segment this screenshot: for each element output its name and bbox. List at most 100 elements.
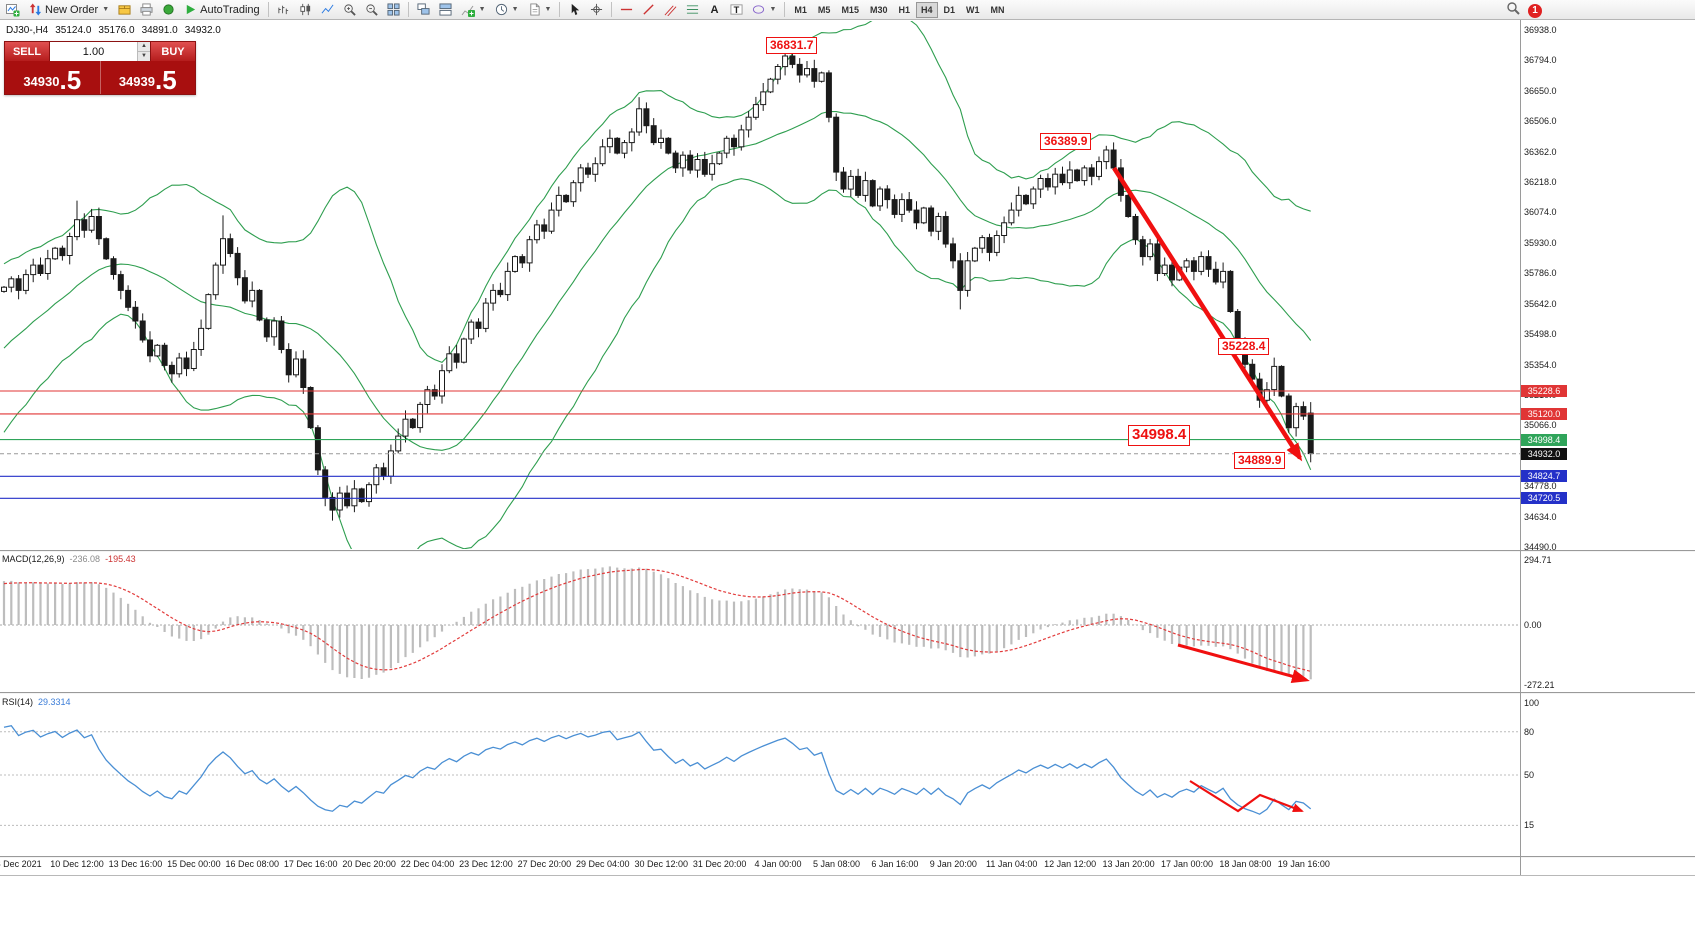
line-chart-button[interactable] [317, 1, 338, 19]
cursor-icon [568, 3, 581, 16]
shapes-tool-button[interactable]: ▼ [748, 1, 780, 19]
timeframe-button-MN[interactable]: MN [990, 4, 1005, 15]
candle-body [796, 63, 803, 76]
buy-price-main: 34939 [118, 74, 155, 89]
candle-body [453, 353, 460, 363]
candle-body [161, 344, 168, 366]
toolbar-separator [559, 2, 561, 17]
macd-panel-layer [0, 566, 1520, 680]
timeframe-button-H1[interactable]: H1 [898, 4, 910, 15]
zoom-out-button[interactable] [361, 1, 382, 19]
candle-body [1074, 169, 1081, 182]
fibonacci-tool-button[interactable] [682, 1, 703, 19]
candle-body [1300, 406, 1307, 417]
package-icon [118, 3, 131, 16]
panel-separator[interactable] [0, 856, 1695, 858]
price-annotation[interactable]: 34889.9 [1234, 452, 1286, 469]
timeframe-toolbar: M1 M5 M15 M30 H1 H4 D1 W1 MN [789, 1, 1009, 18]
candle-body [840, 171, 847, 190]
horizontal-line-tool-button[interactable] [616, 1, 637, 19]
crosshair-button[interactable] [586, 1, 607, 19]
notification-badge[interactable]: 1 [1528, 3, 1542, 18]
trend-arrow[interactable] [1177, 643, 1310, 684]
candle-body [30, 264, 37, 276]
candle-body [979, 237, 986, 249]
new-chart-button[interactable] [2, 1, 24, 19]
candle-body [643, 108, 650, 127]
candle-body [1169, 264, 1175, 281]
price-annotation[interactable]: 36831.7 [766, 37, 818, 54]
templates-button[interactable]: ▼ [524, 1, 556, 19]
timeframe-button-M1[interactable]: M1 [794, 4, 807, 15]
buy-price[interactable]: 34939 .5 [101, 61, 196, 94]
new-order-button[interactable]: New Order ▼ [25, 1, 113, 19]
candle-body [8, 278, 15, 288]
volume-input[interactable] [50, 42, 137, 61]
price-annotation[interactable]: 34998.4 [1128, 425, 1191, 446]
indicators-button[interactable]: ▼ [457, 1, 490, 19]
tile-windows-button[interactable] [383, 1, 404, 19]
candle-body [125, 289, 132, 308]
autotrading-button[interactable]: AutoTrading [180, 1, 264, 19]
template-icon [528, 3, 541, 16]
bar-chart-button[interactable] [273, 1, 294, 19]
cascade-windows-button[interactable] [413, 1, 434, 19]
package-button[interactable] [114, 1, 135, 19]
split-windows-button[interactable] [435, 1, 456, 19]
trend-arrow[interactable] [1112, 166, 1303, 462]
price-annotation[interactable]: 35228.4 [1218, 338, 1270, 355]
candle-body [555, 194, 562, 211]
candle-body [971, 247, 978, 262]
buy-price-big-digit: .5 [154, 65, 177, 95]
candle-body [44, 258, 51, 275]
channel-tool-button[interactable] [660, 1, 681, 19]
cursor-button[interactable] [564, 1, 585, 19]
candle-body [1037, 178, 1044, 190]
symbol-period-label: DJ30-,H4 [6, 25, 49, 36]
zoom-in-icon [343, 3, 356, 16]
search-icon[interactable] [1506, 1, 1520, 20]
candle-body [212, 264, 219, 296]
candle-body [964, 260, 971, 291]
candle-body [752, 104, 759, 118]
candle-body [234, 252, 241, 279]
candle-body [22, 274, 29, 291]
candle-body [1052, 173, 1059, 188]
sell-price[interactable]: 34930 .5 [5, 61, 100, 94]
timeframe-button-W1[interactable]: W1 [966, 4, 980, 15]
periods-button[interactable]: ▼ [491, 1, 523, 19]
text-tool-button[interactable]: A [704, 1, 725, 19]
printer-button[interactable] [136, 1, 157, 19]
timeframe-button-M15[interactable]: M15 [841, 4, 859, 15]
text-label-tool-button[interactable]: T [726, 1, 747, 19]
horizontal-line-icon [620, 3, 633, 16]
trend-arrow[interactable] [1189, 780, 1304, 813]
candlestick-chart-button[interactable] [295, 1, 316, 19]
candle-body [285, 349, 292, 376]
timeframe-button-M5[interactable]: M5 [817, 4, 831, 15]
timeframe-button-D1[interactable]: D1 [943, 4, 956, 15]
record-button[interactable] [158, 1, 179, 19]
candle-body [767, 78, 774, 93]
sell-button[interactable]: SELL [5, 42, 49, 61]
one-click-trading-widget: SELL ▲ ▼ BUY 34930 .5 34939 .5 [4, 41, 196, 95]
candle-body [139, 320, 146, 341]
candle-body [366, 484, 372, 503]
timeframe-button-M30[interactable]: M30 [869, 4, 888, 15]
candle-body [825, 72, 832, 118]
candle-body [606, 137, 613, 148]
volume-up-button[interactable]: ▲ [138, 42, 150, 51]
buy-button[interactable]: BUY [151, 42, 195, 61]
trendline-tool-button[interactable] [638, 1, 659, 19]
panel-separator[interactable] [0, 692, 1695, 694]
fibonacci-icon [686, 3, 699, 16]
volume-down-button[interactable]: ▼ [138, 51, 150, 61]
timeframe-button-H4[interactable]: H4 [915, 1, 938, 18]
zoom-in-button[interactable] [339, 1, 360, 19]
candle-body [1110, 149, 1117, 169]
panel-separator[interactable] [0, 550, 1695, 552]
candle-body [1139, 239, 1146, 258]
candle-body [563, 194, 570, 203]
price-annotation[interactable]: 36389.9 [1040, 133, 1092, 150]
